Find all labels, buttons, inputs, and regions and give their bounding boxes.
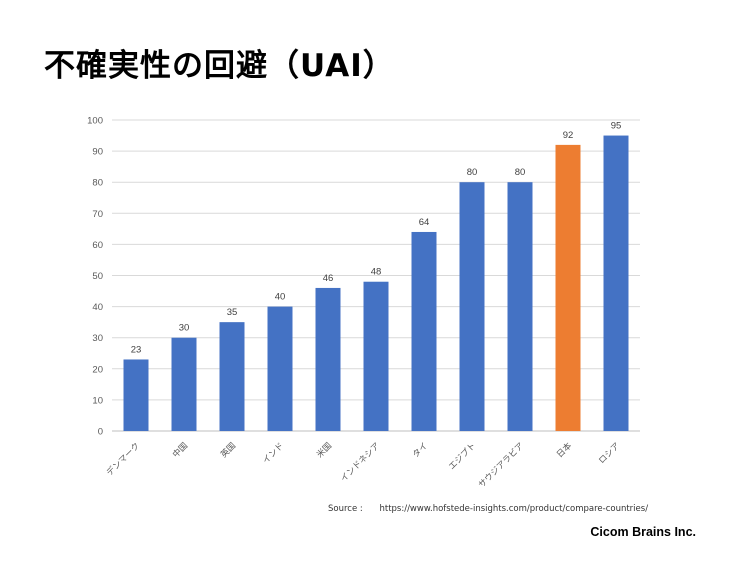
x-tick-label: デンマーク (104, 440, 142, 478)
bar (315, 287, 341, 431)
bar (363, 281, 389, 431)
y-tick-label: 70 (92, 209, 103, 220)
y-tick-label: 20 (92, 364, 103, 375)
data-label: 92 (563, 130, 574, 141)
y-tick-label: 50 (92, 271, 103, 282)
brand-name: Cicom Brains Inc. (590, 525, 696, 539)
data-label: 80 (515, 167, 526, 178)
y-tick-label: 10 (92, 395, 103, 406)
source-link[interactable]: https://www.hofstede-insights.com/produc… (379, 504, 649, 514)
data-label: 23 (131, 344, 142, 355)
data-label: 40 (275, 292, 286, 303)
x-tick-label: インド (261, 441, 286, 466)
x-tick-label: ロシア (597, 441, 622, 466)
bar (555, 144, 581, 431)
source-note: Source : https://www.hofstede-insights.c… (328, 504, 648, 514)
page-title: 不確実性の回避（UAI） (44, 48, 395, 84)
data-label: 64 (419, 217, 430, 228)
data-label: 80 (467, 167, 478, 178)
y-tick-label: 100 (87, 116, 103, 127)
bar (507, 182, 533, 431)
x-tick-label: サウジアラビア (477, 441, 526, 490)
data-label: 95 (611, 121, 622, 132)
bar (123, 359, 149, 431)
bar (171, 337, 197, 431)
bar (411, 231, 437, 431)
data-label: 46 (323, 273, 334, 284)
y-axis-ticks: 0 10 20 30 40 50 60 70 80 90 100 (87, 116, 103, 438)
y-tick-label: 40 (92, 302, 103, 313)
x-tick-label: タイ (411, 441, 430, 460)
source-label: Source : (328, 504, 363, 514)
bars (123, 135, 629, 432)
data-label: 35 (227, 307, 238, 318)
bar (603, 135, 629, 432)
x-tick-label: 英国 (218, 440, 238, 460)
bar (267, 306, 293, 431)
bar (219, 322, 245, 431)
x-tick-label: 米国 (314, 440, 334, 460)
data-label: 30 (179, 323, 190, 334)
bar (459, 182, 485, 431)
y-tick-label: 0 (98, 427, 103, 438)
y-tick-label: 90 (92, 147, 103, 158)
x-tick-label: 中国 (170, 440, 190, 460)
y-tick-label: 60 (92, 240, 103, 251)
x-tick-label: 日本 (554, 440, 574, 460)
y-tick-label: 80 (92, 178, 103, 189)
x-tick-label: インドネシア (339, 441, 382, 484)
data-label: 48 (371, 267, 382, 278)
x-tick-label: エジプト (447, 441, 478, 472)
data-labels: 23 30 35 40 46 48 64 80 80 92 95 (131, 121, 622, 356)
y-tick-label: 30 (92, 333, 103, 344)
